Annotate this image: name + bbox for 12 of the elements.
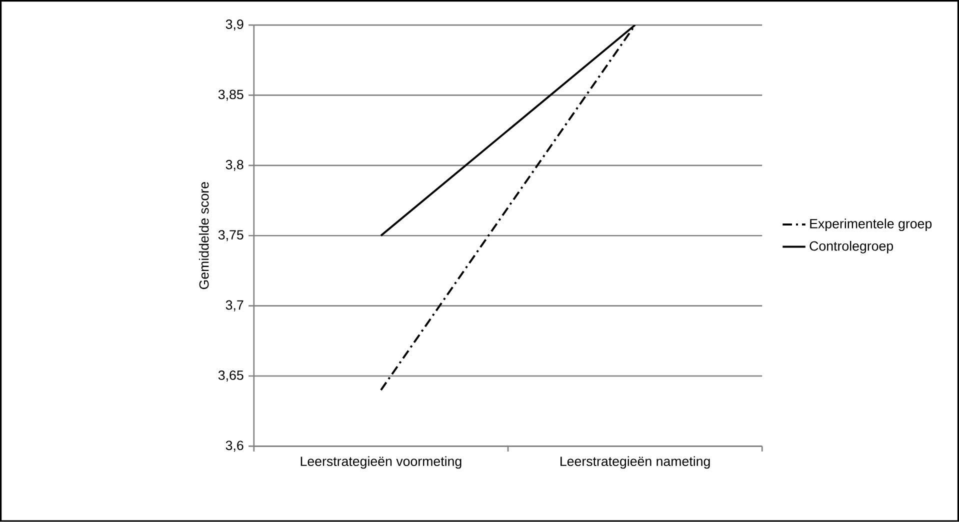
y-tick-label: 3,75 <box>218 230 244 242</box>
y-tick-label: 3,8 <box>226 160 244 172</box>
legend-label: Experimentele groep <box>810 218 932 232</box>
y-tick-label: 3,7 <box>226 300 244 312</box>
x-tick-label: Leerstrategieën nameting <box>560 456 710 469</box>
y-tick-label: 3,6 <box>226 440 244 452</box>
legend-label: Controlegroep <box>810 241 894 254</box>
y-axis-title: Gemiddelde score <box>198 182 209 290</box>
y-tick-label: 3,85 <box>218 90 244 101</box>
y-tick-label: 3,9 <box>226 20 244 31</box>
x-tick-label: Leerstrategieën voormeting <box>300 456 462 469</box>
y-tick-label: 3,65 <box>218 370 244 382</box>
